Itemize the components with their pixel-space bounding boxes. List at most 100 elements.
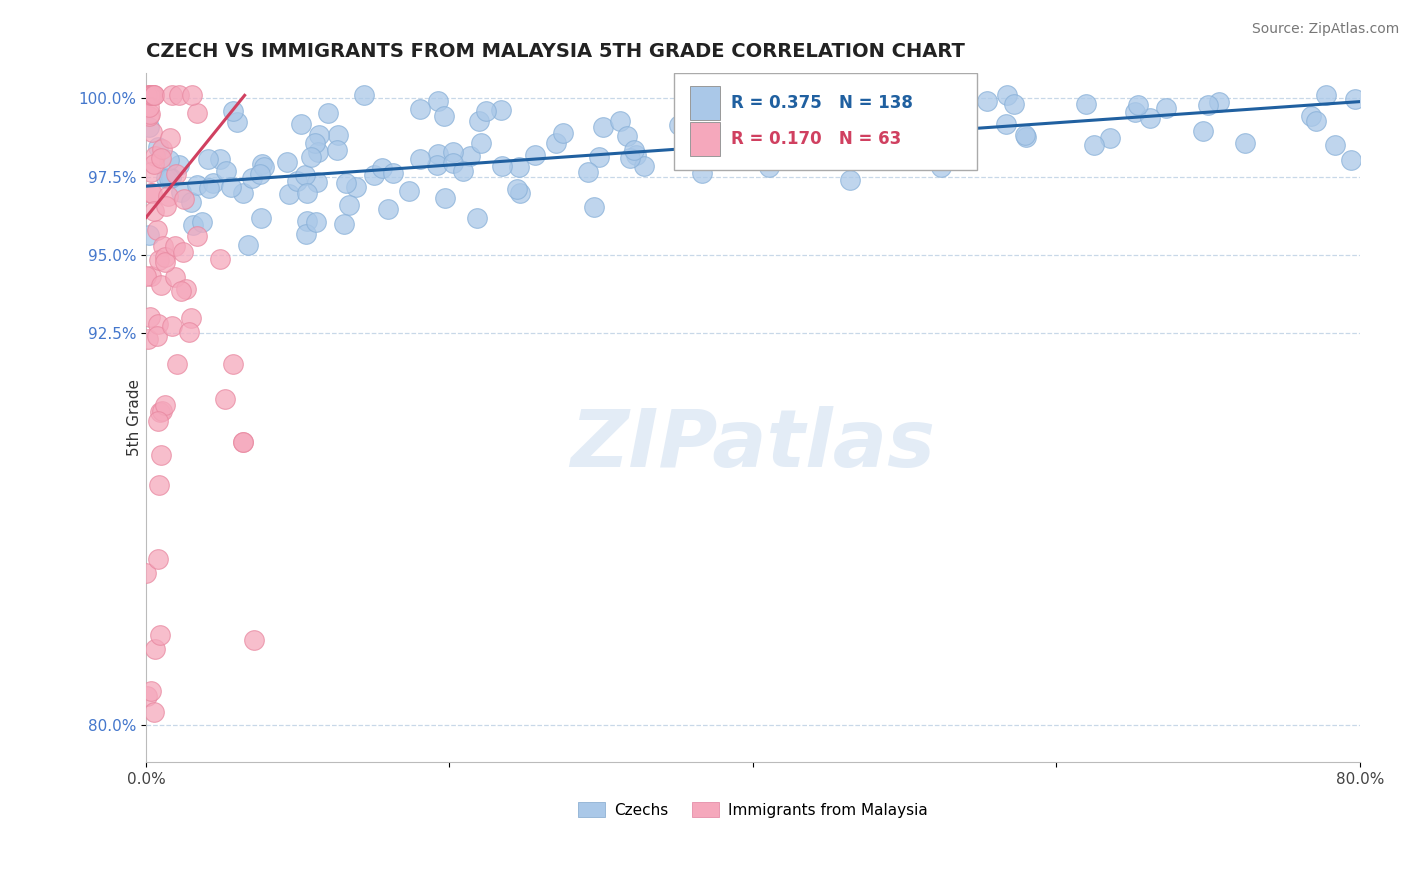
- Point: [328, 128, 350, 142]
- Point: [183, 218, 205, 232]
- Point: [465, 211, 488, 226]
- Point: [931, 160, 953, 174]
- Point: [249, 167, 271, 181]
- Point: [295, 214, 318, 228]
- Point: [232, 435, 254, 450]
- Point: [186, 178, 208, 192]
- Point: [136, 332, 159, 346]
- Point: [146, 413, 169, 427]
- Point: [491, 159, 513, 173]
- Point: [146, 222, 169, 236]
- Point: [141, 88, 163, 103]
- Point: [167, 88, 190, 103]
- Point: [758, 160, 780, 174]
- Point: [1323, 138, 1346, 153]
- Point: [141, 88, 163, 103]
- Point: [305, 215, 328, 229]
- Point: [242, 633, 264, 648]
- Point: [668, 118, 690, 132]
- Point: [157, 153, 180, 167]
- Point: [1197, 98, 1219, 112]
- Point: [146, 329, 169, 343]
- Point: [176, 282, 198, 296]
- Point: [138, 227, 160, 242]
- Point: [139, 310, 162, 324]
- Point: [696, 88, 718, 103]
- Point: [141, 88, 163, 103]
- Point: [470, 136, 492, 150]
- Point: [475, 103, 498, 118]
- Point: [409, 102, 432, 116]
- Point: [219, 180, 242, 194]
- Point: [143, 157, 166, 171]
- Point: [138, 100, 160, 114]
- Point: [696, 120, 718, 134]
- Point: [141, 186, 163, 201]
- Point: [716, 88, 738, 103]
- Point: [434, 190, 457, 204]
- Point: [139, 88, 162, 103]
- Point: [891, 139, 914, 153]
- Point: [149, 277, 172, 292]
- Point: [172, 245, 194, 260]
- Point: [294, 169, 316, 183]
- Point: [232, 435, 254, 450]
- Point: [337, 197, 360, 211]
- Point: [250, 157, 273, 171]
- Point: [839, 172, 862, 186]
- Point: [215, 164, 238, 178]
- Point: [398, 184, 420, 198]
- Point: [623, 143, 645, 157]
- Point: [186, 229, 208, 244]
- Point: [880, 107, 903, 121]
- Point: [295, 227, 318, 242]
- Point: [744, 88, 766, 103]
- Point: [425, 158, 447, 172]
- Point: [170, 185, 193, 199]
- Point: [616, 128, 638, 143]
- Point: [148, 140, 170, 154]
- Point: [138, 88, 160, 103]
- Point: [202, 176, 225, 190]
- Point: [994, 117, 1017, 131]
- Point: [149, 448, 172, 462]
- Bar: [690, 86, 720, 120]
- Point: [1192, 124, 1215, 138]
- Point: [148, 253, 170, 268]
- Point: [441, 156, 464, 170]
- Point: [506, 182, 529, 196]
- Point: [1315, 88, 1337, 103]
- Point: [135, 268, 157, 283]
- Point: [139, 186, 162, 200]
- Point: [1014, 128, 1036, 143]
- Point: [159, 171, 181, 186]
- Point: [1344, 92, 1367, 106]
- Text: R = 0.375   N = 138: R = 0.375 N = 138: [731, 94, 912, 112]
- Point: [160, 88, 183, 103]
- Point: [823, 117, 845, 131]
- Point: [377, 202, 399, 217]
- Point: [153, 255, 176, 269]
- Point: [509, 186, 531, 201]
- Point: [728, 113, 751, 128]
- Point: [222, 357, 245, 371]
- Point: [141, 125, 163, 139]
- Point: [136, 88, 159, 103]
- Legend: Czechs, Immigrants from Malaysia: Czechs, Immigrants from Malaysia: [572, 796, 934, 823]
- Point: [278, 186, 301, 201]
- Point: [865, 93, 887, 107]
- Point: [181, 88, 204, 103]
- Point: [190, 215, 212, 229]
- Point: [285, 173, 308, 187]
- Point: [335, 177, 357, 191]
- Point: [232, 186, 254, 201]
- Point: [1123, 105, 1146, 120]
- Point: [149, 628, 172, 642]
- Point: [1139, 111, 1161, 125]
- Point: [150, 404, 173, 418]
- Point: [582, 200, 605, 214]
- Point: [159, 131, 181, 145]
- Point: [179, 326, 201, 340]
- Point: [307, 145, 329, 159]
- Point: [299, 150, 322, 164]
